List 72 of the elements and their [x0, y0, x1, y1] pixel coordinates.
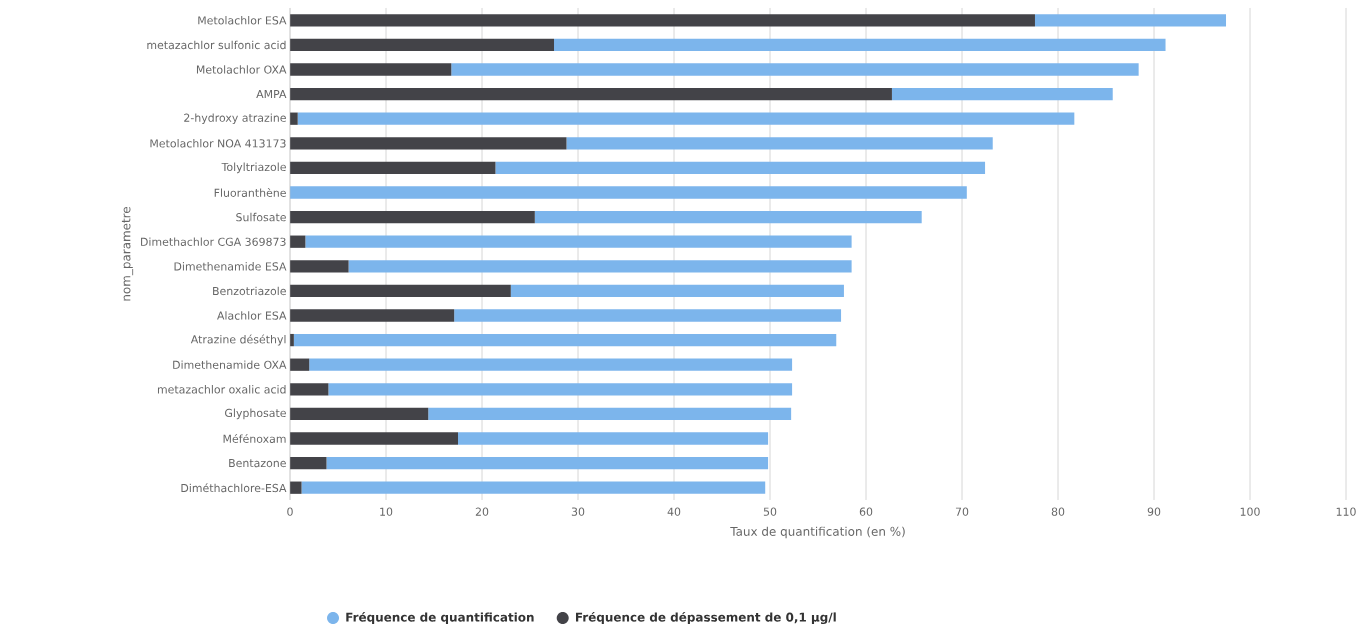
x-tick-label: 40: [667, 507, 681, 516]
legend-label: Fréquence de dépassement de 0,1 µg/l: [576, 611, 836, 625]
bar: [290, 284, 511, 298]
bar: [290, 481, 302, 494]
bar: [290, 14, 1035, 27]
bar: [454, 309, 842, 322]
bar: [297, 112, 1075, 125]
bar: [290, 260, 349, 273]
bar: [290, 137, 567, 150]
bar: [328, 383, 793, 396]
y-tick-label: Alachlor ESA: [217, 311, 287, 320]
bar: [309, 358, 793, 371]
y-tick-label: Dimethenamide OXA: [173, 360, 287, 369]
y-tick-label: Diméthachlore-ESA: [181, 483, 287, 493]
bar: [290, 38, 555, 52]
bar: [290, 383, 329, 396]
bar: [290, 63, 452, 76]
x-tick-label: 0: [287, 507, 293, 516]
legend-label: Fréquence de quantification: [346, 611, 534, 625]
y-tick-label: Atrazine déséthyl: [190, 334, 286, 346]
y-tick-label: Tolyltriazole: [221, 162, 286, 174]
y-tick-label: Glyphosate: [225, 408, 286, 420]
bar: [510, 284, 844, 298]
bar: [458, 432, 769, 445]
bar: [293, 333, 837, 347]
y-tick-label: Méfénoxam: [223, 434, 286, 443]
y-tick-label: 2-hydroxy atrazine: [184, 113, 286, 124]
y-tick-label: Metolachlor ESA: [198, 16, 287, 25]
x-tick-label: 60: [859, 507, 873, 516]
x-tick-label: 10: [380, 507, 393, 516]
bar: [290, 87, 892, 101]
y-tick-label: AMPA: [256, 90, 287, 99]
y-tick-label: Benzotriazole: [213, 286, 286, 296]
bar: [891, 87, 1113, 101]
bar: [326, 456, 769, 470]
bar: [290, 358, 310, 371]
x-tick-label: 70: [955, 507, 969, 516]
y-tick-label: Dimethenamide ESA: [174, 262, 287, 271]
x-tick-label: 20: [475, 507, 489, 516]
y-tick-label: Metolachlor NOA 413173: [150, 139, 286, 148]
bar: [290, 161, 496, 175]
bar: [495, 161, 986, 175]
y-tick-label: Fluoranthène: [214, 188, 286, 197]
x-tick-label: 90: [1147, 507, 1161, 516]
bar: [451, 63, 1139, 76]
x-tick-label: 30: [571, 507, 585, 516]
x-axis-title: Taux de quantification (en %): [730, 526, 905, 539]
bar: [1034, 14, 1227, 27]
bar: [290, 432, 459, 445]
y-axis-title: nom_parametre: [121, 206, 134, 301]
y-tick-label: Metolachlor OXA: [196, 65, 287, 74]
x-tick-label: 110: [1336, 507, 1356, 516]
bar: [290, 309, 455, 322]
y-tick-label: metazachlor oxalic acid: [157, 385, 286, 394]
y-tick-label: metazachlor sulfonic acid: [147, 40, 286, 50]
bar: [348, 260, 852, 273]
y-tick-label: Dimethachlor CGA 369873: [141, 237, 286, 246]
x-tick-label: 80: [1051, 507, 1065, 516]
y-tick-label: Sulfosate: [236, 212, 286, 222]
x-tick-label: 100: [1240, 507, 1260, 516]
y-tick-label: Bentazone: [229, 459, 286, 468]
bar: [290, 456, 327, 470]
x-tick-label: 50: [763, 507, 777, 516]
bar: [290, 186, 967, 199]
bar: [305, 235, 852, 248]
bar: [566, 137, 993, 150]
bar: [554, 38, 1166, 52]
bar: [534, 210, 922, 224]
bar: [428, 407, 792, 421]
bar: [290, 210, 535, 224]
bar: [301, 481, 766, 494]
bar: [290, 407, 429, 421]
